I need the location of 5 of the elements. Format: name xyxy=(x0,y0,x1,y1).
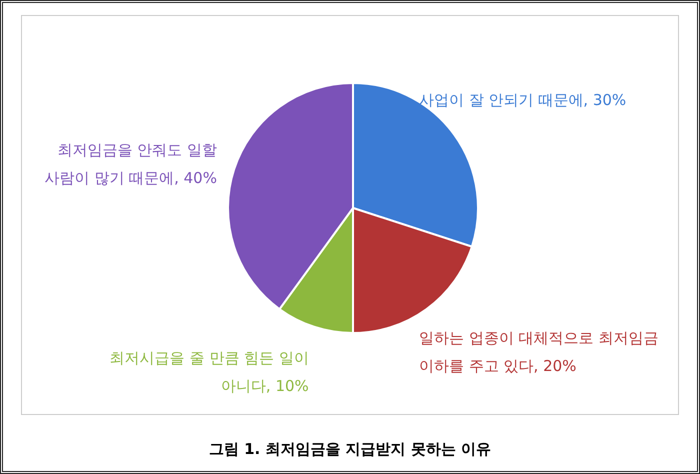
slice-label: 일하는 업종이 대체적으로 최저임금 이하를 주고 있다, 20% xyxy=(419,328,660,377)
text: 그림 1. 최저임금을 지급받지 못하는 이유 xyxy=(208,440,492,459)
slice-label: 최저임금을 안줘도 일할 사람이 많기 때문에, 40% xyxy=(44,140,217,189)
slice-label: 사업이 잘 안되기 때문에, 30% xyxy=(419,90,628,111)
slice-label: 최저시급을 줄 만큼 힘든 일이 아니다, 10% xyxy=(108,348,309,397)
